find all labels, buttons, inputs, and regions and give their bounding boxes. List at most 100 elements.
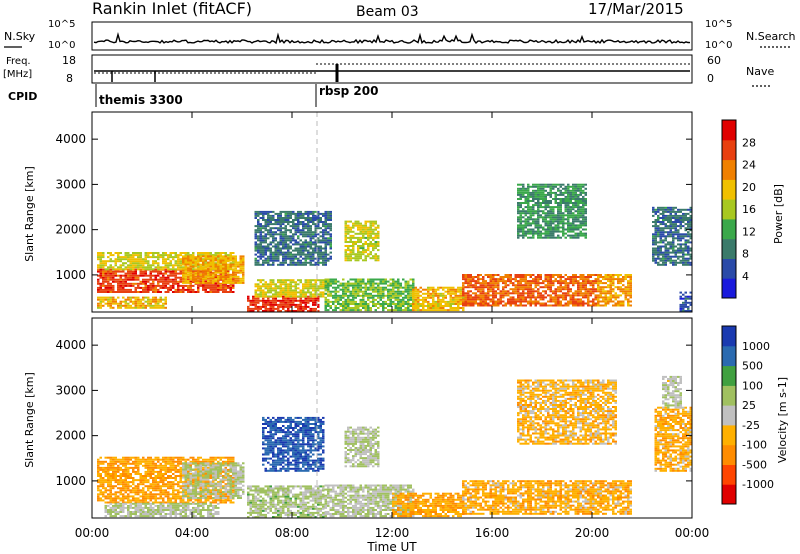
power-cell <box>489 274 492 276</box>
power-cell <box>554 214 557 217</box>
power-cell <box>629 294 632 297</box>
power-cell <box>674 231 677 234</box>
power-cell <box>329 217 332 219</box>
power-cell <box>97 266 100 269</box>
power-cell <box>159 266 162 269</box>
power-cell <box>449 307 452 309</box>
power-cell <box>527 300 530 303</box>
power-cell <box>454 290 457 293</box>
power-cell <box>237 281 240 284</box>
power-cell <box>104 288 107 291</box>
power-cell <box>294 212 297 215</box>
power-cell <box>547 294 550 297</box>
power-cell <box>664 217 667 219</box>
power-cell <box>364 305 367 307</box>
power-cell <box>652 259 655 262</box>
power-cell <box>127 272 130 275</box>
power-cell <box>679 247 682 250</box>
power-cell <box>224 261 227 264</box>
power-cell <box>129 266 132 269</box>
power-cell <box>122 274 125 277</box>
power-cell <box>672 221 675 223</box>
power-cell <box>492 280 495 283</box>
power-cell <box>369 294 372 297</box>
power-cell <box>614 286 617 289</box>
power-cell <box>559 185 562 188</box>
power-cell <box>319 231 322 234</box>
power-cell <box>417 300 420 303</box>
power-cell <box>424 309 427 312</box>
power-cell <box>132 266 135 269</box>
power-cell <box>342 292 345 295</box>
power-cell <box>304 293 307 296</box>
power-cell <box>562 220 565 223</box>
power-cell <box>372 222 375 225</box>
power-cell <box>354 280 357 283</box>
power-cell <box>374 234 377 237</box>
power-cell <box>609 282 612 285</box>
power-cell <box>344 309 347 312</box>
power-cell <box>394 290 397 293</box>
power-cell <box>292 279 295 282</box>
power-cell <box>297 243 300 246</box>
power-cell <box>372 238 375 241</box>
power-cell <box>362 294 365 297</box>
power-cell <box>357 257 360 260</box>
power-cell <box>322 229 325 232</box>
power-cell <box>282 299 285 302</box>
power-cell <box>619 280 622 283</box>
power-cell <box>577 294 580 297</box>
power-cell <box>497 282 500 285</box>
power-cell <box>327 212 330 215</box>
power-cell <box>164 298 167 301</box>
power-cell <box>232 272 235 275</box>
power-cell <box>314 217 317 219</box>
power-cell <box>609 280 612 283</box>
power-cell <box>304 291 307 294</box>
power-cell <box>127 260 130 263</box>
power-cell <box>237 279 240 282</box>
power-cell <box>342 300 345 303</box>
power-cell <box>182 263 185 266</box>
power-cell <box>682 247 685 250</box>
power-cell <box>162 252 165 254</box>
power-cell <box>517 216 520 219</box>
power-cell <box>259 241 262 244</box>
power-cell <box>627 290 630 293</box>
power-cell <box>652 243 655 246</box>
power-cell <box>519 298 522 301</box>
power-cell <box>562 187 565 190</box>
power-cell <box>109 296 112 299</box>
power-cell <box>374 309 377 312</box>
power-cell <box>552 290 555 293</box>
power-cell <box>462 282 465 285</box>
power-cell <box>474 280 477 283</box>
power-cell <box>579 212 582 215</box>
power-cell <box>344 222 347 225</box>
power-cell <box>537 189 540 192</box>
power-cell <box>379 305 382 307</box>
power-cell <box>544 218 547 221</box>
power-cell <box>469 286 472 289</box>
power-cell <box>117 284 120 287</box>
power-cell <box>97 304 100 307</box>
power-cell <box>284 287 287 290</box>
power-cell <box>237 275 240 278</box>
power-cell <box>532 208 535 211</box>
power-cell <box>212 265 215 268</box>
power-cell <box>312 251 315 254</box>
power-cell <box>274 221 277 223</box>
power-cell <box>169 252 172 254</box>
power-cell <box>352 224 355 227</box>
power-cell <box>614 302 617 305</box>
power-cell <box>382 307 385 309</box>
power-cell <box>449 303 452 305</box>
power-cell <box>127 291 130 293</box>
power-cell <box>262 212 265 215</box>
power-cell <box>137 268 140 271</box>
power-cell <box>372 288 375 291</box>
power-cell <box>114 272 117 275</box>
power-cell <box>564 198 567 200</box>
power-cell <box>107 252 110 254</box>
